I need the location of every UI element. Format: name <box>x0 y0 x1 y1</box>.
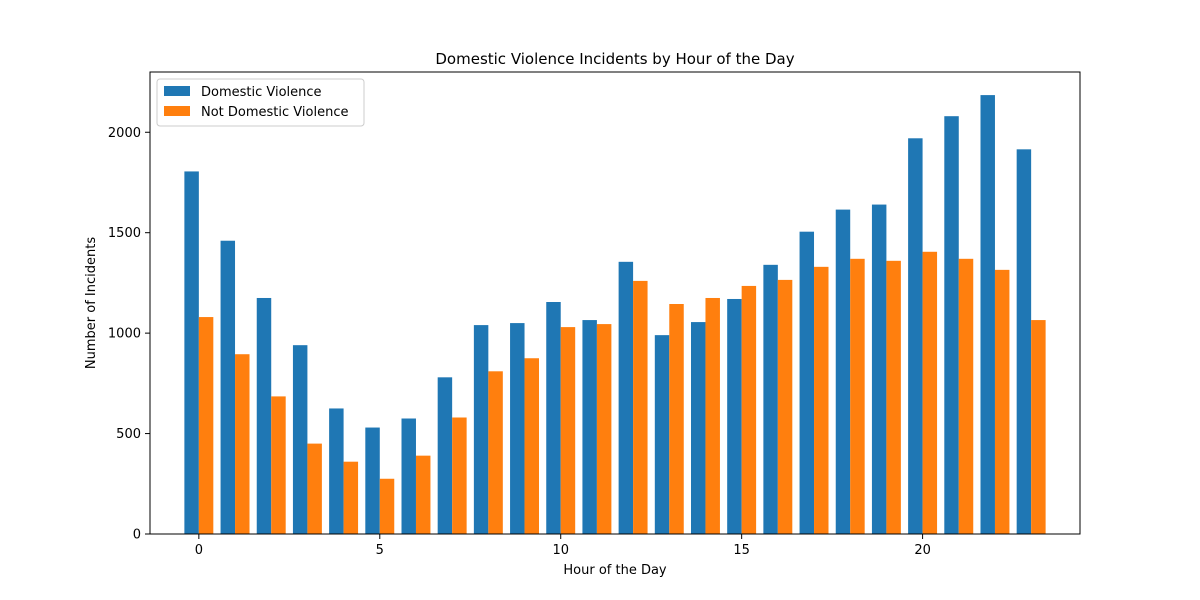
bar-domestic-violence-hour-2 <box>256 297 272 534</box>
y-tick-label: 0 <box>133 528 141 543</box>
y-tick-label: 500 <box>116 427 141 442</box>
legend: Domestic Violence Not Domestic Violence <box>156 78 365 127</box>
legend-swatch-not-domestic-violence <box>164 106 190 116</box>
bar-not-domestic-violence-hour-1 <box>235 354 250 534</box>
y-tick-label: 2000 <box>108 126 141 141</box>
bars-layer <box>184 95 1046 535</box>
x-axis: 0 5 10 15 20 <box>195 534 931 558</box>
bar-not-domestic-violence-hour-20 <box>922 251 938 534</box>
x-tick-label: 10 <box>552 543 569 558</box>
bar-not-domestic-violence-hour-3 <box>307 443 322 534</box>
bar-not-domestic-violence-hour-13 <box>669 304 684 534</box>
x-tick-label: 20 <box>914 543 931 558</box>
bar-domestic-violence-hour-17 <box>799 231 815 534</box>
bar-domestic-violence-hour-20 <box>908 138 923 535</box>
bar-domestic-violence-hour-23 <box>1016 149 1032 534</box>
bar-domestic-violence-hour-4 <box>329 408 344 534</box>
bar-domestic-violence-hour-0 <box>184 171 199 534</box>
bar-domestic-violence-hour-12 <box>618 261 634 534</box>
y-axis: 0 500 1000 1500 2000 <box>108 126 150 543</box>
bar-not-domestic-violence-hour-0 <box>198 317 214 534</box>
x-tick-label: 5 <box>376 543 384 558</box>
y-tick-label: 1000 <box>108 327 141 342</box>
bar-domestic-violence-hour-16 <box>763 264 778 534</box>
x-axis-label: Hour of the Day <box>563 563 667 578</box>
bar-domestic-violence-hour-14 <box>690 322 706 534</box>
bar-not-domestic-violence-hour-16 <box>777 279 793 534</box>
bar-not-domestic-violence-hour-14 <box>705 297 720 534</box>
plot-frame <box>149 71 1081 535</box>
bar-domestic-violence-hour-8 <box>473 325 489 534</box>
x-tick-label: 15 <box>733 543 750 558</box>
chart-title: Domestic Violence Incidents by Hour of t… <box>435 50 794 68</box>
bar-not-domestic-violence-hour-10 <box>560 327 576 534</box>
bar-not-domestic-violence-hour-21 <box>958 258 974 534</box>
y-tick-label: 1500 <box>108 226 141 241</box>
bar-domestic-violence-hour-5 <box>365 427 380 534</box>
bar-not-domestic-violence-hour-17 <box>814 266 829 534</box>
bar-domestic-violence-hour-6 <box>401 418 416 534</box>
bar-not-domestic-violence-hour-7 <box>452 417 467 534</box>
bar-not-domestic-violence-hour-9 <box>524 358 539 534</box>
bar-domestic-violence-hour-7 <box>437 377 453 534</box>
bar-not-domestic-violence-hour-6 <box>415 455 431 534</box>
bar-domestic-violence-hour-1 <box>220 240 236 535</box>
bar-not-domestic-violence-hour-15 <box>741 285 757 534</box>
legend-box <box>156 78 365 127</box>
bar-domestic-violence-hour-19 <box>871 204 887 534</box>
bar-domestic-violence-hour-21 <box>944 116 959 534</box>
bar-domestic-violence-hour-15 <box>727 298 742 534</box>
legend-label-domestic-violence: Domestic Violence <box>201 85 322 100</box>
bar-not-domestic-violence-hour-19 <box>886 260 901 534</box>
bar-not-domestic-violence-hour-23 <box>1031 320 1046 534</box>
bar-not-domestic-violence-hour-4 <box>343 461 359 534</box>
x-tick-label: 0 <box>195 543 203 558</box>
legend-swatch-domestic-violence <box>164 86 190 96</box>
bar-domestic-violence-hour-11 <box>582 320 597 534</box>
bar-domestic-violence-hour-3 <box>292 345 308 534</box>
bar-not-domestic-violence-hour-11 <box>596 324 612 534</box>
bar-domestic-violence-hour-18 <box>835 209 851 534</box>
bar-domestic-violence-hour-9 <box>510 323 525 534</box>
bar-not-domestic-violence-hour-22 <box>994 269 1010 534</box>
bar-not-domestic-violence-hour-18 <box>850 258 865 534</box>
y-axis-label: Number of Incidents <box>84 237 99 369</box>
bar-not-domestic-violence-hour-12 <box>633 280 648 534</box>
bar-domestic-violence-hour-13 <box>654 335 670 534</box>
bar-domestic-violence-hour-10 <box>546 302 561 534</box>
bar-not-domestic-violence-hour-2 <box>271 396 286 534</box>
bar-domestic-violence-hour-22 <box>980 95 995 534</box>
bar-not-domestic-violence-hour-5 <box>379 478 395 534</box>
bar-not-domestic-violence-hour-8 <box>488 371 503 534</box>
legend-label-not-domestic-violence: Not Domestic Violence <box>201 105 348 120</box>
